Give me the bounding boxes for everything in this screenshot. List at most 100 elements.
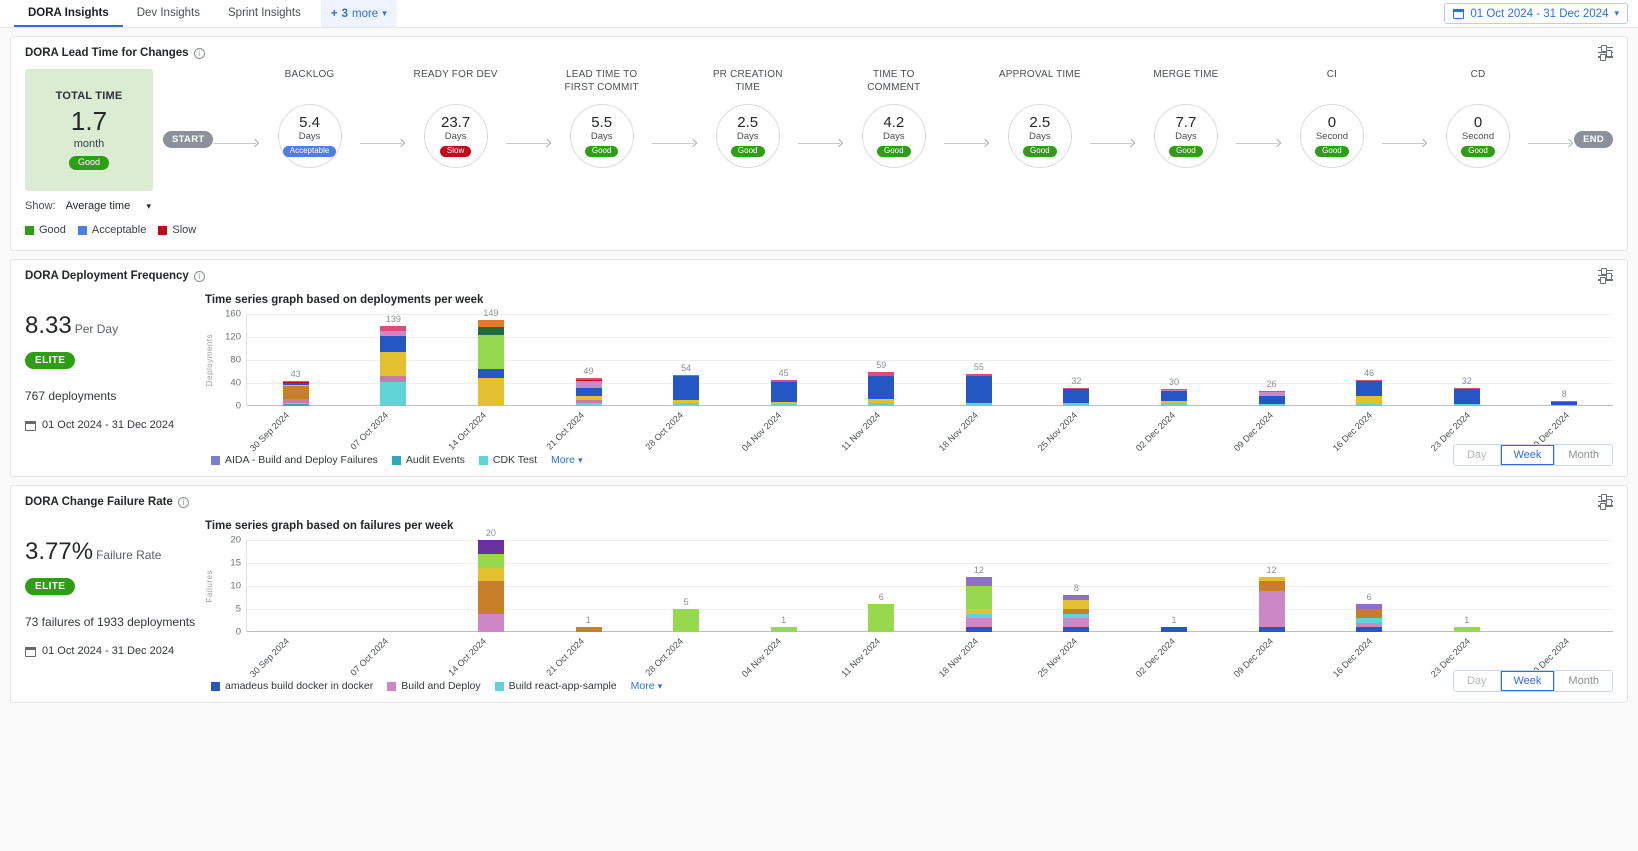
bar-segment[interactable]	[477, 581, 504, 614]
bar[interactable]: 43	[282, 369, 309, 406]
granularity-option-month[interactable]: Month	[1555, 445, 1612, 465]
bar-segment[interactable]	[575, 381, 602, 388]
bar-segment[interactable]	[1551, 405, 1578, 406]
bar-segment[interactable]	[1258, 627, 1285, 632]
bar-segment[interactable]	[380, 335, 407, 352]
bar-segment[interactable]	[770, 404, 797, 406]
bar[interactable]: 139	[380, 314, 407, 406]
bar-segment[interactable]	[282, 398, 309, 403]
bar-segment[interactable]	[575, 377, 602, 381]
bar-segment[interactable]	[380, 376, 407, 382]
info-icon[interactable]: i	[193, 47, 205, 59]
bar-segment[interactable]	[1258, 392, 1285, 396]
bar-segment[interactable]	[1063, 627, 1090, 632]
bar-segment[interactable]	[1063, 613, 1090, 619]
bar-segment[interactable]	[965, 613, 992, 619]
settings-icon[interactable]	[1598, 44, 1613, 64]
bar-segment[interactable]	[770, 380, 797, 382]
stage-merge-time[interactable]: MERGE TIME 7.7 Days Good	[1136, 69, 1236, 168]
bar-segment[interactable]	[477, 320, 504, 328]
bar-segment[interactable]	[1453, 387, 1480, 389]
bar-segment[interactable]	[282, 381, 309, 382]
bar-segment[interactable]	[673, 609, 700, 632]
bar-segment[interactable]	[1063, 609, 1090, 614]
bar[interactable]: 32	[1453, 376, 1480, 406]
bar-segment[interactable]	[1258, 581, 1285, 591]
stage-backlog[interactable]: BACKLOG 5.4 Days Acceptable	[260, 69, 360, 168]
bar-segment[interactable]	[575, 627, 602, 632]
bar-segment[interactable]	[965, 576, 992, 587]
bar-segment[interactable]	[1551, 402, 1578, 406]
bar-segment[interactable]	[477, 553, 504, 568]
bar-segment[interactable]	[575, 396, 602, 400]
stage-lead-time-to-first-commit[interactable]: LEAD TIME TO FIRST COMMIT 5.5 Days Good	[552, 69, 652, 168]
bar-segment[interactable]	[965, 403, 992, 406]
bar-segment[interactable]	[770, 401, 797, 405]
bar-segment[interactable]	[477, 378, 504, 406]
bar-segment[interactable]	[380, 381, 407, 406]
bar[interactable]: 12	[965, 565, 992, 632]
bar-segment[interactable]	[770, 381, 797, 402]
bar-segment[interactable]	[1063, 387, 1090, 389]
granularity-option-day[interactable]: Day	[1453, 671, 1501, 691]
bar[interactable]: 1	[1160, 615, 1187, 632]
bar[interactable]: 8	[1551, 389, 1578, 406]
bar-segment[interactable]	[965, 586, 992, 610]
bar[interactable]: 46	[1356, 368, 1383, 406]
bar[interactable]: 49	[575, 366, 602, 406]
bar-segment[interactable]	[282, 402, 309, 405]
bar-segment[interactable]	[1160, 401, 1187, 404]
bar-segment[interactable]	[575, 399, 602, 404]
bar-segment[interactable]	[673, 403, 700, 406]
bar-segment[interactable]	[673, 375, 700, 376]
stage-pr-creation-time[interactable]: PR CREATION TIME 2.5 Days Good	[698, 69, 798, 168]
bar-segment[interactable]	[477, 368, 504, 379]
bar-segment[interactable]	[1356, 622, 1383, 628]
bar-segment[interactable]	[965, 618, 992, 628]
bar-segment[interactable]	[1356, 627, 1383, 632]
bar[interactable]: 149	[477, 308, 504, 406]
bar-segment[interactable]	[1160, 403, 1187, 406]
granularity-option-week[interactable]: Week	[1500, 445, 1556, 465]
bar-segment[interactable]	[1356, 380, 1383, 397]
stage-cd[interactable]: CD 0 Second Good	[1428, 69, 1528, 168]
bar-segment[interactable]	[1453, 627, 1480, 632]
bar-segment[interactable]	[380, 326, 407, 331]
legend-item[interactable]: AIDA - Build and Deploy Failures	[211, 454, 378, 466]
tab-sprint-insights[interactable]: Sprint Insights	[214, 0, 315, 27]
bar-segment[interactable]	[1258, 391, 1285, 393]
granularity-option-day[interactable]: Day	[1453, 445, 1501, 465]
bar-segment[interactable]	[477, 335, 504, 369]
bar[interactable]: 1	[575, 615, 602, 632]
bar-segment[interactable]	[965, 376, 992, 403]
bar-segment[interactable]	[477, 567, 504, 582]
bar-segment[interactable]	[1063, 388, 1090, 404]
legend-item[interactable]: CDK Test	[478, 454, 537, 466]
bar-segment[interactable]	[1356, 618, 1383, 623]
bar-segment[interactable]	[868, 375, 895, 399]
bar-segment[interactable]	[575, 403, 602, 406]
bar-segment[interactable]	[673, 400, 700, 404]
bar[interactable]: 1	[770, 615, 797, 632]
bar-segment[interactable]	[477, 613, 504, 632]
bar-segment[interactable]	[575, 380, 602, 382]
bar-segment[interactable]	[1356, 403, 1383, 406]
bar-segment[interactable]	[1160, 627, 1187, 632]
bar[interactable]: 26	[1258, 379, 1285, 406]
legend-more-button[interactable]: More ▾	[631, 680, 662, 692]
bar-segment[interactable]	[868, 372, 895, 376]
bar-segment[interactable]	[282, 404, 309, 406]
more-tabs-button[interactable]: +3 more ▾	[320, 0, 397, 27]
bar-segment[interactable]	[1258, 395, 1285, 404]
bar[interactable]: 12	[1258, 565, 1285, 632]
bar-segment[interactable]	[575, 387, 602, 397]
bar[interactable]: 8	[1063, 583, 1090, 632]
bar-segment[interactable]	[1356, 609, 1383, 619]
bar-segment[interactable]	[965, 374, 992, 377]
bar-segment[interactable]	[1063, 618, 1090, 628]
bar-segment[interactable]	[1063, 595, 1090, 600]
info-icon[interactable]: i	[177, 496, 189, 508]
bar-segment[interactable]	[380, 330, 407, 336]
legend-item[interactable]: Audit Events	[391, 454, 465, 466]
show-select[interactable]: Average time ▾	[66, 200, 153, 212]
